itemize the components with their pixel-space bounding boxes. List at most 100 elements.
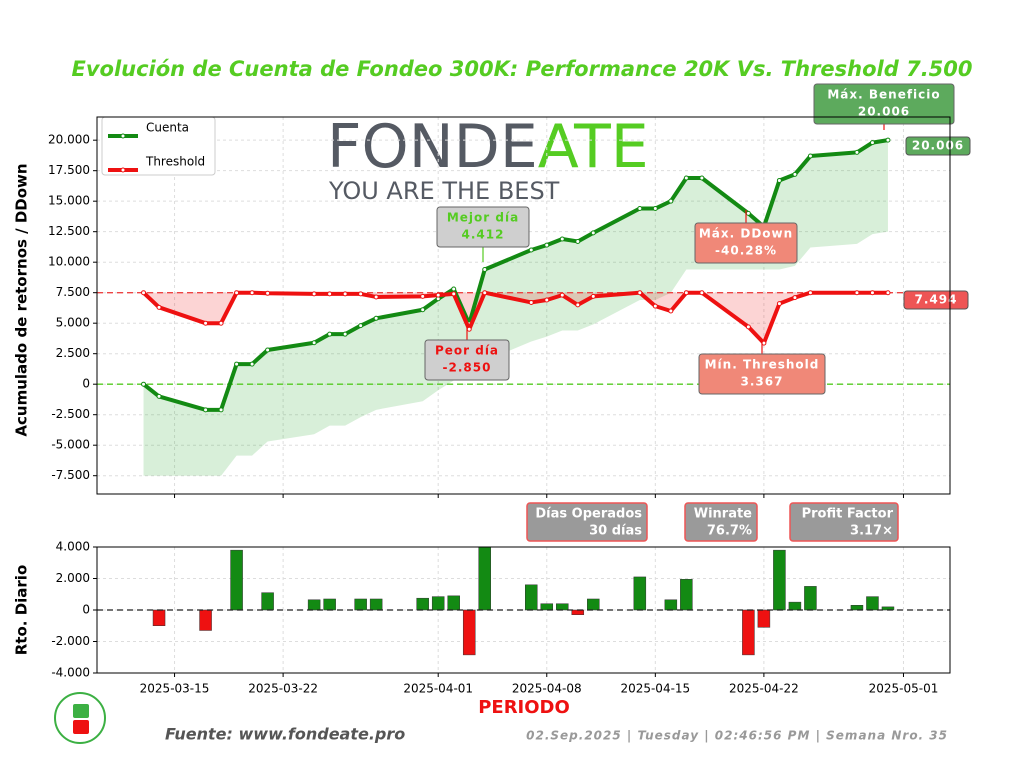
bar bbox=[230, 549, 243, 611]
x-tick-label: 2025-04-08 bbox=[512, 682, 582, 696]
min-threshold-value: 3.367 bbox=[741, 375, 784, 389]
bar bbox=[152, 609, 166, 626]
series-point bbox=[683, 175, 689, 181]
plot-area bbox=[97, 547, 950, 656]
bar bbox=[633, 576, 647, 611]
legend-label: Cuenta bbox=[146, 121, 189, 135]
bar bbox=[866, 596, 879, 611]
bar bbox=[478, 547, 491, 611]
bar bbox=[369, 598, 383, 611]
series-point bbox=[776, 301, 782, 307]
last-cuenta-label: 20.006 bbox=[912, 139, 964, 153]
series-point bbox=[869, 290, 875, 296]
x-tick-label: 2025-04-01 bbox=[403, 682, 473, 696]
logo-accent: ATE bbox=[538, 112, 649, 182]
series-point bbox=[451, 291, 457, 297]
series-point bbox=[218, 320, 224, 326]
series-point bbox=[234, 361, 240, 367]
series-point bbox=[156, 304, 162, 310]
best-day-value: 4.412 bbox=[462, 228, 505, 242]
bar bbox=[540, 603, 554, 611]
worst-day-label: Peor día bbox=[435, 344, 499, 358]
max-ddown-box bbox=[694, 222, 798, 264]
series-point bbox=[776, 177, 782, 183]
series-point bbox=[420, 293, 426, 299]
y-tick-label: 7.500 bbox=[56, 285, 90, 299]
bar bbox=[773, 549, 786, 611]
series-point bbox=[528, 247, 534, 253]
bar bbox=[416, 597, 429, 611]
bar bbox=[525, 584, 538, 611]
series-point bbox=[544, 297, 550, 303]
y-tick-label: 10.000 bbox=[48, 255, 90, 269]
series-point bbox=[854, 149, 860, 155]
y-tick-label: 20.000 bbox=[48, 133, 90, 147]
series-point bbox=[590, 293, 596, 299]
series-point bbox=[482, 290, 488, 296]
series-point bbox=[854, 290, 860, 296]
footer-timestamp: 02.Sep.2025 | Tuesday | 02:46:56 PM | Se… bbox=[526, 729, 948, 743]
stat-value: 30 días bbox=[589, 524, 642, 539]
series-point bbox=[885, 137, 891, 143]
series-point bbox=[327, 291, 333, 297]
series-point bbox=[141, 290, 147, 296]
plot-frame bbox=[96, 546, 951, 674]
bar bbox=[556, 603, 569, 611]
series-point bbox=[435, 292, 441, 298]
stat-value: 3.17× bbox=[850, 524, 893, 539]
series-point bbox=[373, 294, 379, 300]
series-point bbox=[544, 242, 550, 248]
series-point bbox=[559, 236, 565, 242]
series-point bbox=[807, 290, 813, 296]
bar bbox=[788, 601, 802, 611]
max-profit-value: 20.006 bbox=[858, 105, 910, 119]
series-point bbox=[745, 210, 751, 216]
series-point bbox=[699, 175, 705, 181]
stat-value: 76.7% bbox=[707, 524, 752, 539]
series-point bbox=[311, 291, 317, 297]
bar bbox=[742, 609, 755, 656]
series-point bbox=[575, 302, 581, 308]
series-point bbox=[528, 299, 534, 305]
stat-label: Winrate bbox=[694, 507, 752, 522]
chart-title: Evolución de Cuenta de Fondeo 300K: Perf… bbox=[71, 57, 972, 81]
bar bbox=[354, 598, 367, 611]
y-tick-label: 15.000 bbox=[48, 194, 90, 208]
logo: FONDEATE bbox=[327, 112, 649, 182]
series-point bbox=[869, 140, 875, 146]
series-point bbox=[792, 295, 798, 301]
x-tick-label: 2025-04-15 bbox=[620, 682, 690, 696]
y-tick-label: -2.000 bbox=[51, 634, 90, 648]
series-point bbox=[668, 198, 674, 204]
series-point bbox=[265, 347, 271, 353]
series-point bbox=[249, 290, 255, 296]
y-tick-label: 2.000 bbox=[56, 571, 90, 585]
y-axis-label: Rto. Diario bbox=[13, 565, 31, 656]
y-tick-label: 0 bbox=[82, 377, 90, 391]
series-point bbox=[342, 291, 348, 297]
max-ddown-label: Máx. DDown bbox=[699, 227, 793, 241]
series-point bbox=[637, 290, 643, 296]
series-point bbox=[699, 290, 705, 296]
series-point bbox=[141, 381, 147, 387]
bar bbox=[664, 599, 678, 611]
series-point bbox=[203, 407, 209, 413]
y-tick-label: -2.500 bbox=[51, 407, 90, 421]
bar bbox=[571, 609, 585, 615]
legend-dot bbox=[120, 167, 126, 173]
series-point bbox=[342, 331, 348, 337]
footer-logo bbox=[54, 692, 106, 744]
max-profit-box bbox=[813, 83, 955, 125]
x-tick-label: 2025-03-15 bbox=[140, 682, 210, 696]
x-axis-label: PERIODO bbox=[478, 697, 570, 718]
min-threshold-box bbox=[698, 353, 826, 395]
series-point bbox=[559, 292, 565, 298]
series-point bbox=[466, 326, 472, 332]
bar bbox=[462, 609, 476, 656]
series-point bbox=[234, 290, 240, 296]
bar bbox=[757, 609, 771, 628]
series-point bbox=[745, 324, 751, 330]
y-tick-label: -5.000 bbox=[51, 438, 90, 452]
series-point bbox=[420, 307, 426, 313]
series-point bbox=[482, 267, 488, 273]
